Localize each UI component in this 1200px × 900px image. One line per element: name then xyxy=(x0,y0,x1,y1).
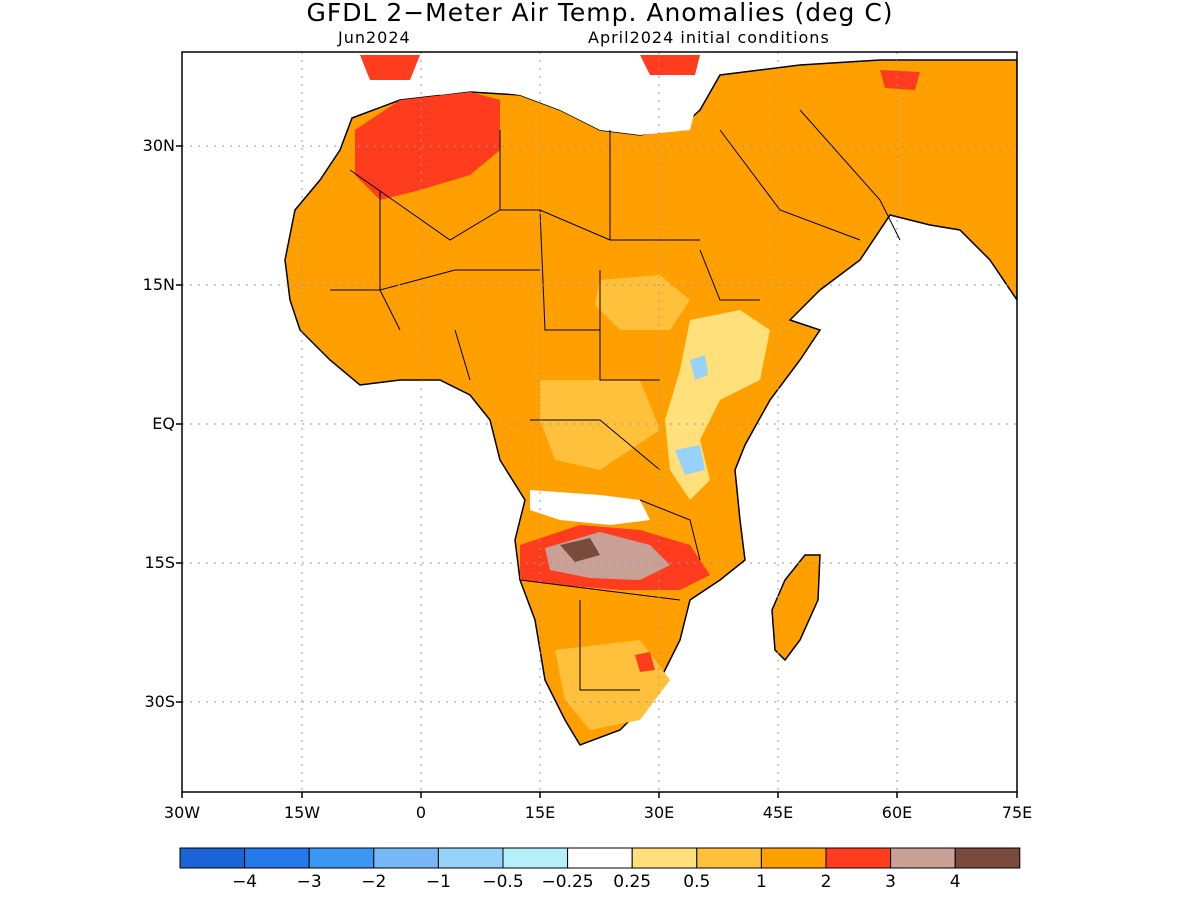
colorbar-swatch-0 xyxy=(179,847,246,869)
lon-label-15e: 15E xyxy=(524,803,556,822)
initial-conditions-label: April2024 initial conditions xyxy=(588,28,830,47)
valid-month-label: Jun2024 xyxy=(338,28,411,47)
tick-marks xyxy=(176,145,1018,798)
colorbar-swatch-6 xyxy=(567,847,633,869)
colorbar-label-0: −4 xyxy=(232,872,258,892)
lat-label-30n: 30N xyxy=(142,136,175,155)
colorbar-label-7: 0.5 xyxy=(683,872,711,892)
colorbar-swatch-5 xyxy=(502,847,569,869)
colorbar-label-1: −3 xyxy=(296,872,322,892)
colorbar-label-6: 0.25 xyxy=(613,872,652,892)
colorbar-swatch-8 xyxy=(696,847,762,869)
colorbar-label-10: 3 xyxy=(885,872,896,892)
lon-label-30w: 30W xyxy=(163,803,201,822)
madagascar xyxy=(771,554,821,662)
map-frame xyxy=(181,51,1018,793)
colorbar-swatch-11 xyxy=(890,847,956,869)
colorbar-label-3: −1 xyxy=(425,872,451,892)
colorbar-label-9: 2 xyxy=(820,872,832,892)
colorbar-swatch-1 xyxy=(244,847,310,869)
lat-label-15n: 15N xyxy=(142,275,175,294)
lat-label-15s: 15S xyxy=(144,553,175,572)
colorbar-label-2: −2 xyxy=(361,872,387,892)
lat-label-30s: 30S xyxy=(144,692,175,711)
colorbar-swatch-4 xyxy=(437,847,504,869)
lon-label-15w: 15W xyxy=(283,803,321,822)
colorbar xyxy=(179,847,1021,869)
colorbar-swatch-9 xyxy=(760,847,827,869)
lon-label-75e: 75E xyxy=(1001,803,1033,822)
sahara-hot-zone xyxy=(355,92,500,200)
colorbar-label-5: −0.25 xyxy=(541,872,594,892)
country-borders xyxy=(330,109,901,691)
colorbar-swatch-3 xyxy=(373,847,439,869)
land-anomaly-field xyxy=(284,59,1017,746)
lon-label-0: 0 xyxy=(415,803,427,822)
colorbar-swatch-10 xyxy=(825,847,892,869)
colorbar-swatch-2 xyxy=(308,847,375,869)
colorbar-swatch-12 xyxy=(954,847,1021,869)
lon-label-60e: 60E xyxy=(881,803,913,822)
grid-lines xyxy=(182,52,1017,792)
colorbar-label-11: 4 xyxy=(949,872,961,892)
colorbar-swatch-7 xyxy=(631,847,698,869)
colorbar-label-8: 1 xyxy=(755,872,767,892)
lon-label-30e: 30E xyxy=(643,803,675,822)
lat-label-eq: EQ xyxy=(152,414,175,433)
colorbar-label-4: −0.5 xyxy=(482,872,524,892)
map-title: GFDL 2−Meter Air Temp. Anomalies (deg C) xyxy=(306,0,894,27)
lon-label-45e: 45E xyxy=(762,803,794,822)
